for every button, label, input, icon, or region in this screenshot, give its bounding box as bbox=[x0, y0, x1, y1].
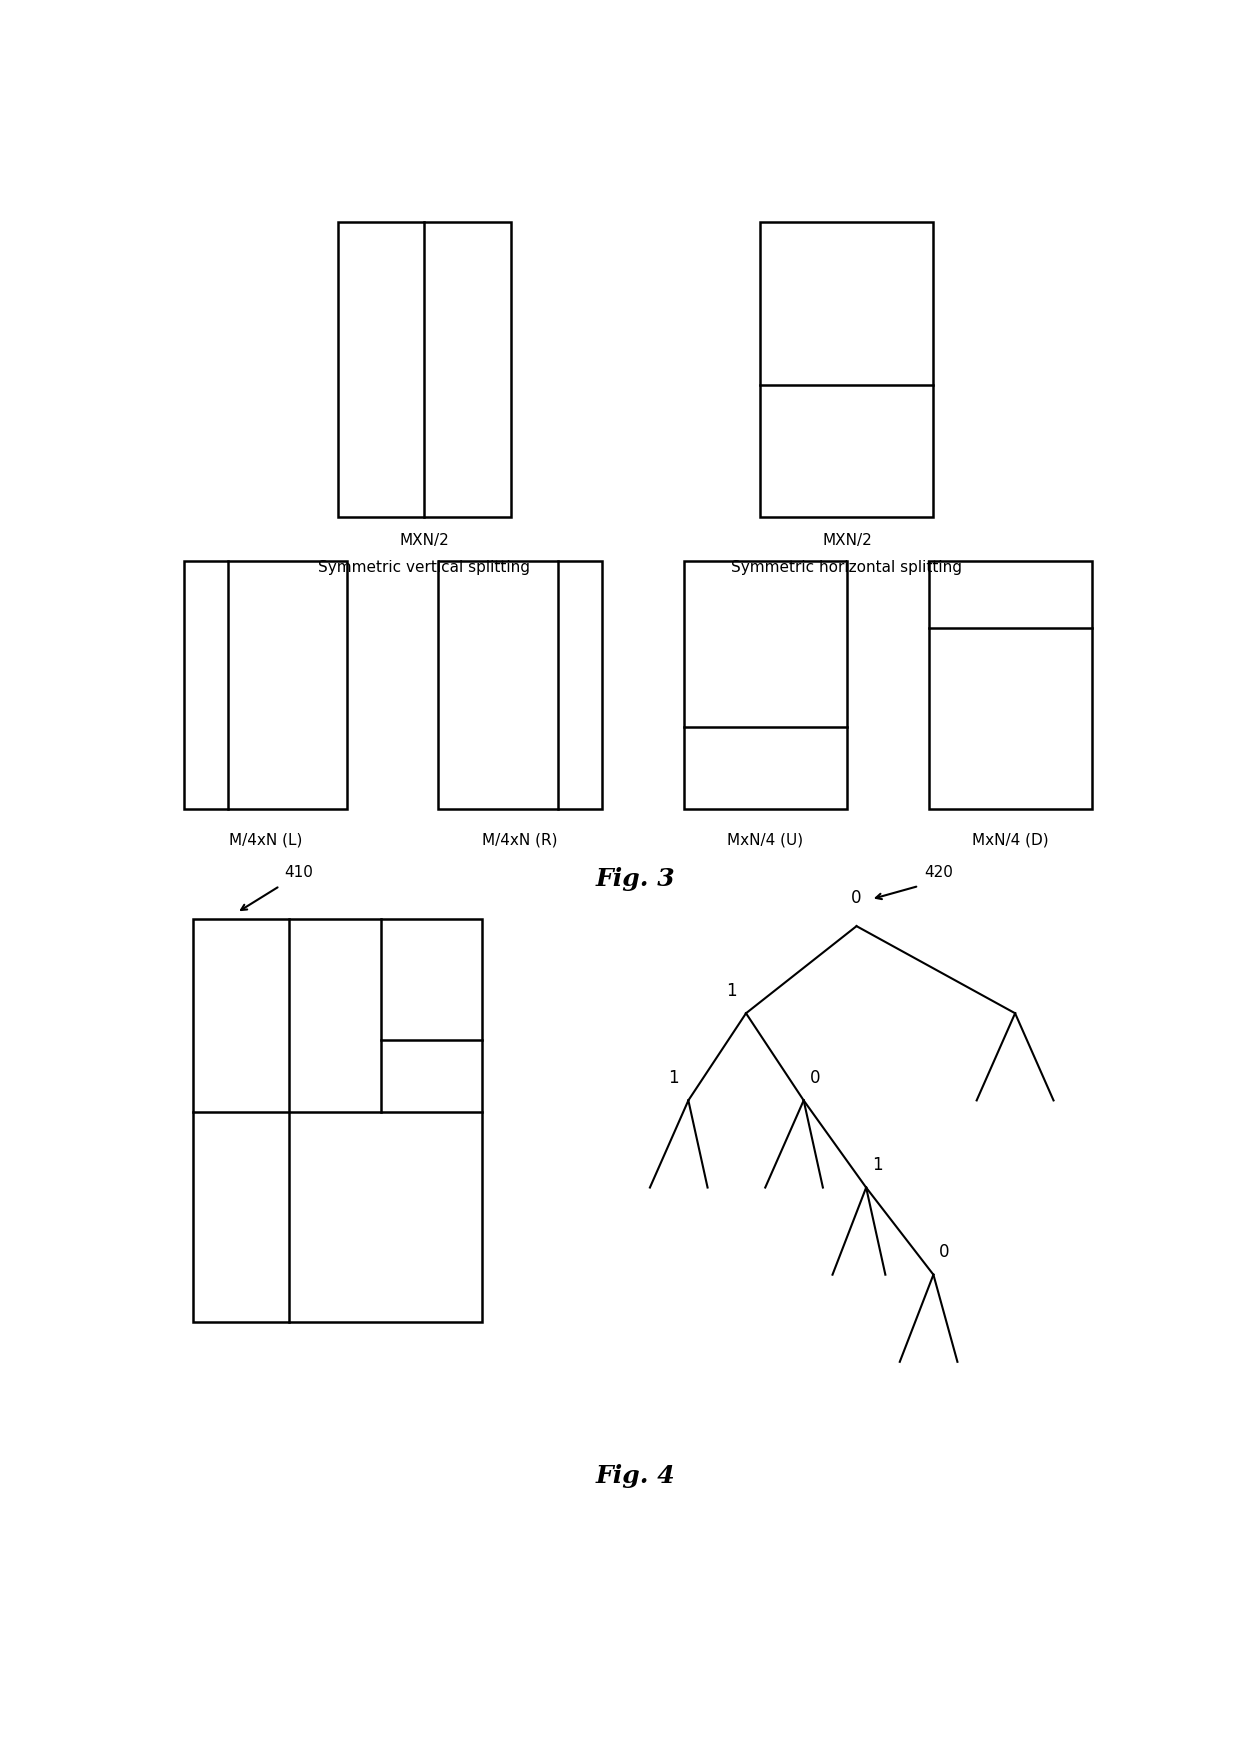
Text: Symmetric horizontal splitting: Symmetric horizontal splitting bbox=[732, 561, 962, 575]
Text: MxN/4 (D): MxN/4 (D) bbox=[972, 832, 1049, 848]
Bar bbox=[683, 561, 847, 810]
Text: 1: 1 bbox=[668, 1069, 678, 1086]
Text: Fig. 4: Fig. 4 bbox=[595, 1464, 676, 1489]
Text: M/4xN (L): M/4xN (L) bbox=[229, 832, 303, 848]
Text: MXN/2: MXN/2 bbox=[822, 533, 872, 548]
Bar bbox=[760, 223, 934, 517]
Text: 1: 1 bbox=[725, 982, 737, 999]
Text: 0: 0 bbox=[852, 890, 862, 907]
Text: MXN/2: MXN/2 bbox=[399, 533, 449, 548]
Text: MxN/4 (U): MxN/4 (U) bbox=[727, 832, 804, 848]
Bar bbox=[184, 561, 347, 810]
Text: Fig. 3: Fig. 3 bbox=[595, 867, 676, 891]
Bar bbox=[337, 223, 511, 517]
Text: 420: 420 bbox=[924, 865, 952, 879]
Text: 0: 0 bbox=[810, 1069, 820, 1086]
Bar bbox=[439, 561, 601, 810]
Bar bbox=[193, 919, 481, 1321]
Bar bbox=[929, 561, 1092, 810]
Text: Symmetric vertical splitting: Symmetric vertical splitting bbox=[319, 561, 529, 575]
Text: M/4xN (R): M/4xN (R) bbox=[482, 832, 558, 848]
Text: 1: 1 bbox=[872, 1156, 883, 1173]
Text: 0: 0 bbox=[939, 1243, 950, 1260]
Text: 410: 410 bbox=[285, 865, 314, 879]
